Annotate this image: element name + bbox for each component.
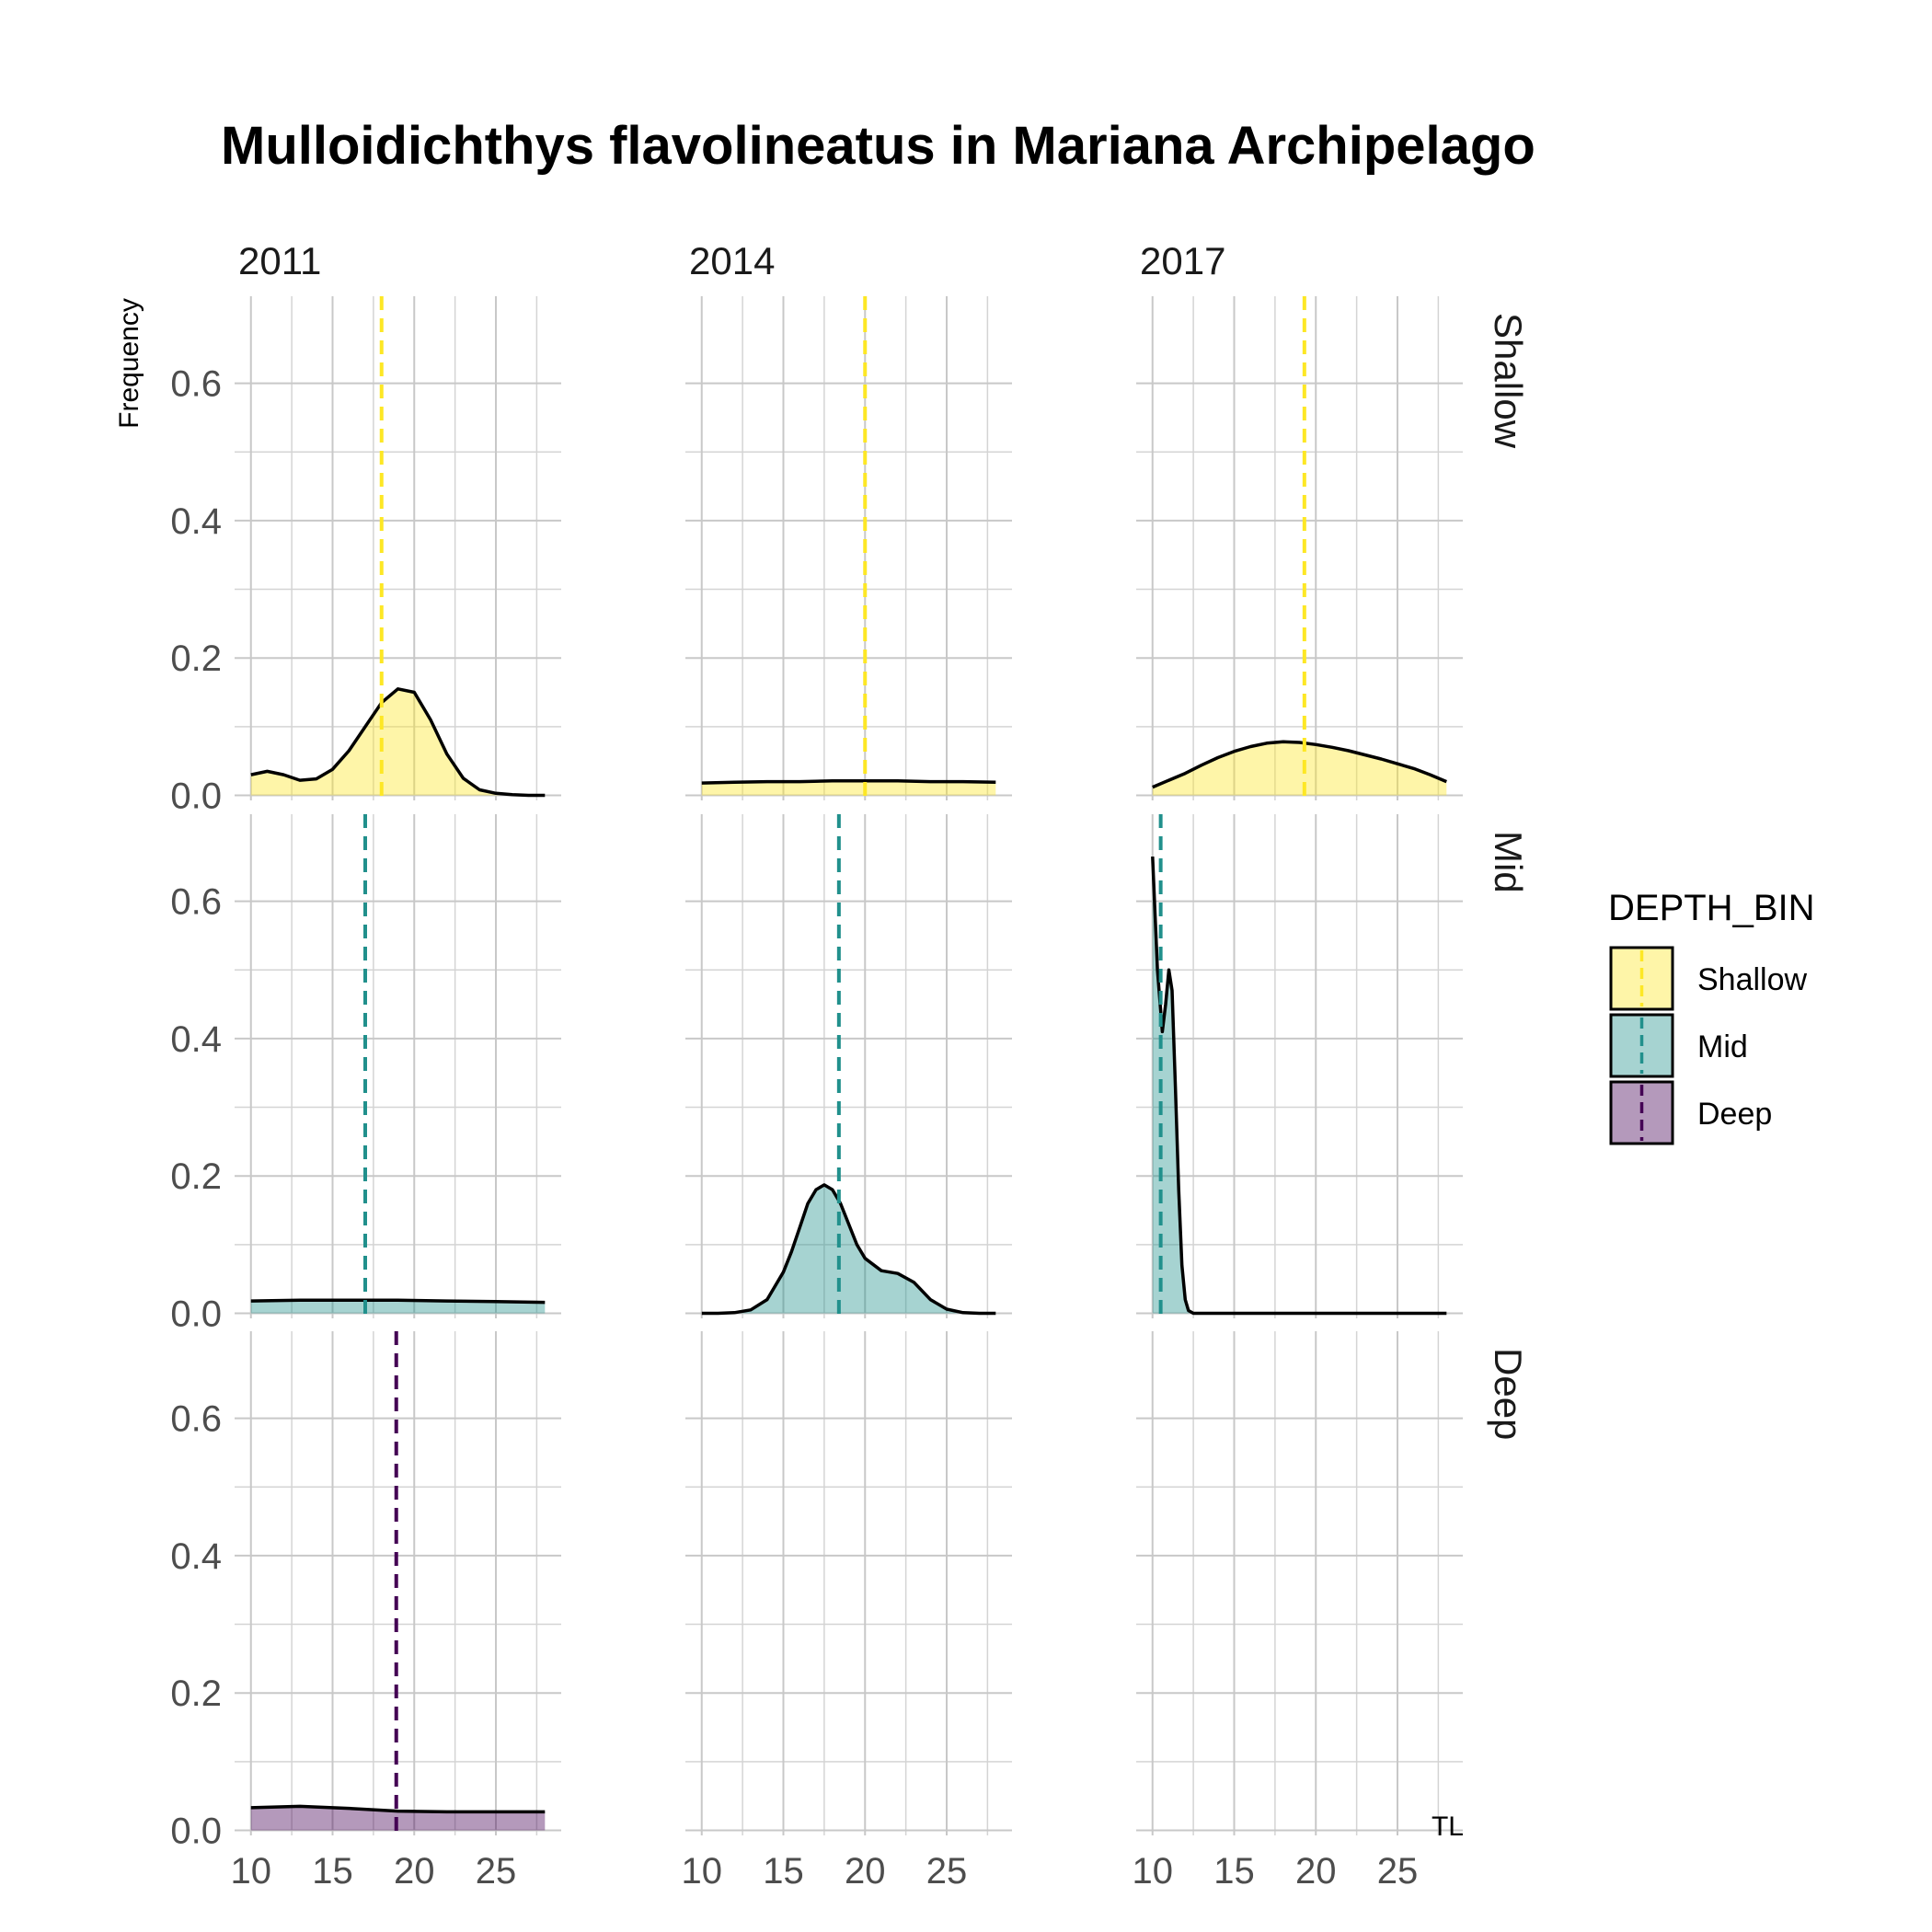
x-tick-label: 20 xyxy=(845,1851,886,1892)
x-tick-label: 10 xyxy=(682,1851,723,1892)
panel-2011-deep: 0.0 0.2 0.4 0.6 10 15 20 25 xyxy=(170,1331,561,1892)
y-tick-label: 0.6 xyxy=(170,1399,222,1440)
density-line-shallow xyxy=(701,779,996,785)
legend: DEPTH_BIN Shallow Mid Deep xyxy=(1608,888,1815,1145)
x-axis-label: TL xyxy=(1432,1811,1464,1842)
x-tick-label: 20 xyxy=(1295,1851,1337,1892)
strip-row-deep: Deep xyxy=(1487,1348,1530,1440)
density-area-mid xyxy=(701,1184,996,1314)
y-tick-label: 0.6 xyxy=(170,882,222,923)
y-axis-label: Frequency xyxy=(114,298,144,429)
x-tick-label: 15 xyxy=(312,1851,353,1892)
y-tick-label: 0.0 xyxy=(170,1294,222,1335)
legend-label-mid: Mid xyxy=(1697,1029,1748,1064)
y-tick-label: 0.0 xyxy=(170,776,222,817)
legend-item-mid: Mid xyxy=(1609,1013,1748,1078)
legend-title: DEPTH_BIN xyxy=(1608,888,1815,928)
strip-row-shallow: Shallow xyxy=(1487,313,1530,449)
density-line-shallow xyxy=(1152,740,1447,789)
strip-col-2014: 2014 xyxy=(689,239,775,282)
panel-2017-shallow xyxy=(1136,296,1463,800)
density-area-shallow xyxy=(701,780,996,796)
panel-2014-mid xyxy=(685,814,1012,1318)
y-tick-label: 0.4 xyxy=(170,1536,222,1577)
facet-strips: 2011 2014 2017 Shallow Mid Deep xyxy=(238,239,1530,1440)
x-tick-label: 25 xyxy=(926,1851,968,1892)
density-line-mid xyxy=(701,1183,996,1316)
y-tick-label: 0.4 xyxy=(170,1019,222,1060)
legend-item-deep: Deep xyxy=(1609,1080,1772,1145)
density-line-shallow xyxy=(250,687,546,798)
y-tick-label: 0.2 xyxy=(170,1673,222,1714)
panel-2017-mid xyxy=(1136,814,1463,1318)
strip-row-mid: Mid xyxy=(1487,831,1530,893)
x-tick-label: 15 xyxy=(1213,1851,1255,1892)
x-tick-label: 25 xyxy=(476,1851,517,1892)
density-line-mid xyxy=(250,1298,546,1305)
strip-col-2017: 2017 xyxy=(1140,239,1225,282)
density-line-mid xyxy=(1151,857,1447,1316)
facet-panels: 0.0 0.2 0.4 0.6 0.0 0.2 0.4 0.6 0.0 0.2 0.4 0.6 10 15… xyxy=(170,296,1463,1892)
x-tick-label: 25 xyxy=(1377,1851,1419,1892)
y-tick-label: 0.4 xyxy=(170,501,222,542)
chart-title: Mulloidichthys flavolineatus in Mariana … xyxy=(221,116,1535,176)
panel-2014-shallow xyxy=(685,296,1012,800)
panel-2014-deep: 10 15 20 25 xyxy=(682,1331,1012,1892)
y-tick-label: 0.0 xyxy=(170,1811,222,1852)
x-tick-label: 10 xyxy=(231,1851,272,1892)
legend-item-shallow: Shallow xyxy=(1609,946,1808,1011)
panel-2017-deep: 10 15 20 25 xyxy=(1133,1331,1463,1892)
x-tick-label: 10 xyxy=(1133,1851,1174,1892)
y-tick-label: 0.2 xyxy=(170,1156,222,1197)
x-tick-label: 20 xyxy=(394,1851,435,1892)
density-area-shallow xyxy=(250,688,546,796)
panel-2011-mid: 0.0 0.2 0.4 0.6 xyxy=(170,814,561,1335)
y-tick-label: 0.2 xyxy=(170,638,222,679)
legend-label-deep: Deep xyxy=(1697,1097,1772,1132)
strip-col-2011: 2011 xyxy=(238,239,321,282)
x-tick-label: 15 xyxy=(763,1851,804,1892)
y-tick-label: 0.6 xyxy=(170,364,222,405)
density-line-deep xyxy=(250,1804,546,1814)
panel-2011-shallow: 0.0 0.2 0.4 0.6 xyxy=(170,296,561,817)
legend-label-shallow: Shallow xyxy=(1697,962,1808,997)
density-area-mid xyxy=(250,1300,546,1314)
